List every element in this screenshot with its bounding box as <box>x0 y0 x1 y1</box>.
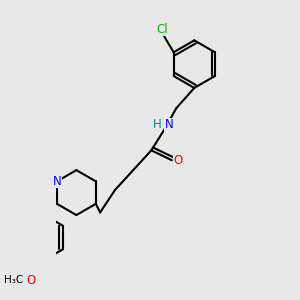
Text: N: N <box>52 175 61 188</box>
Text: H₃C: H₃C <box>4 275 23 285</box>
Text: F: F <box>0 211 1 224</box>
Text: Cl: Cl <box>156 22 168 36</box>
Text: N: N <box>164 118 173 131</box>
Text: H: H <box>153 118 161 131</box>
Text: O: O <box>174 154 183 167</box>
Text: O: O <box>26 274 35 286</box>
